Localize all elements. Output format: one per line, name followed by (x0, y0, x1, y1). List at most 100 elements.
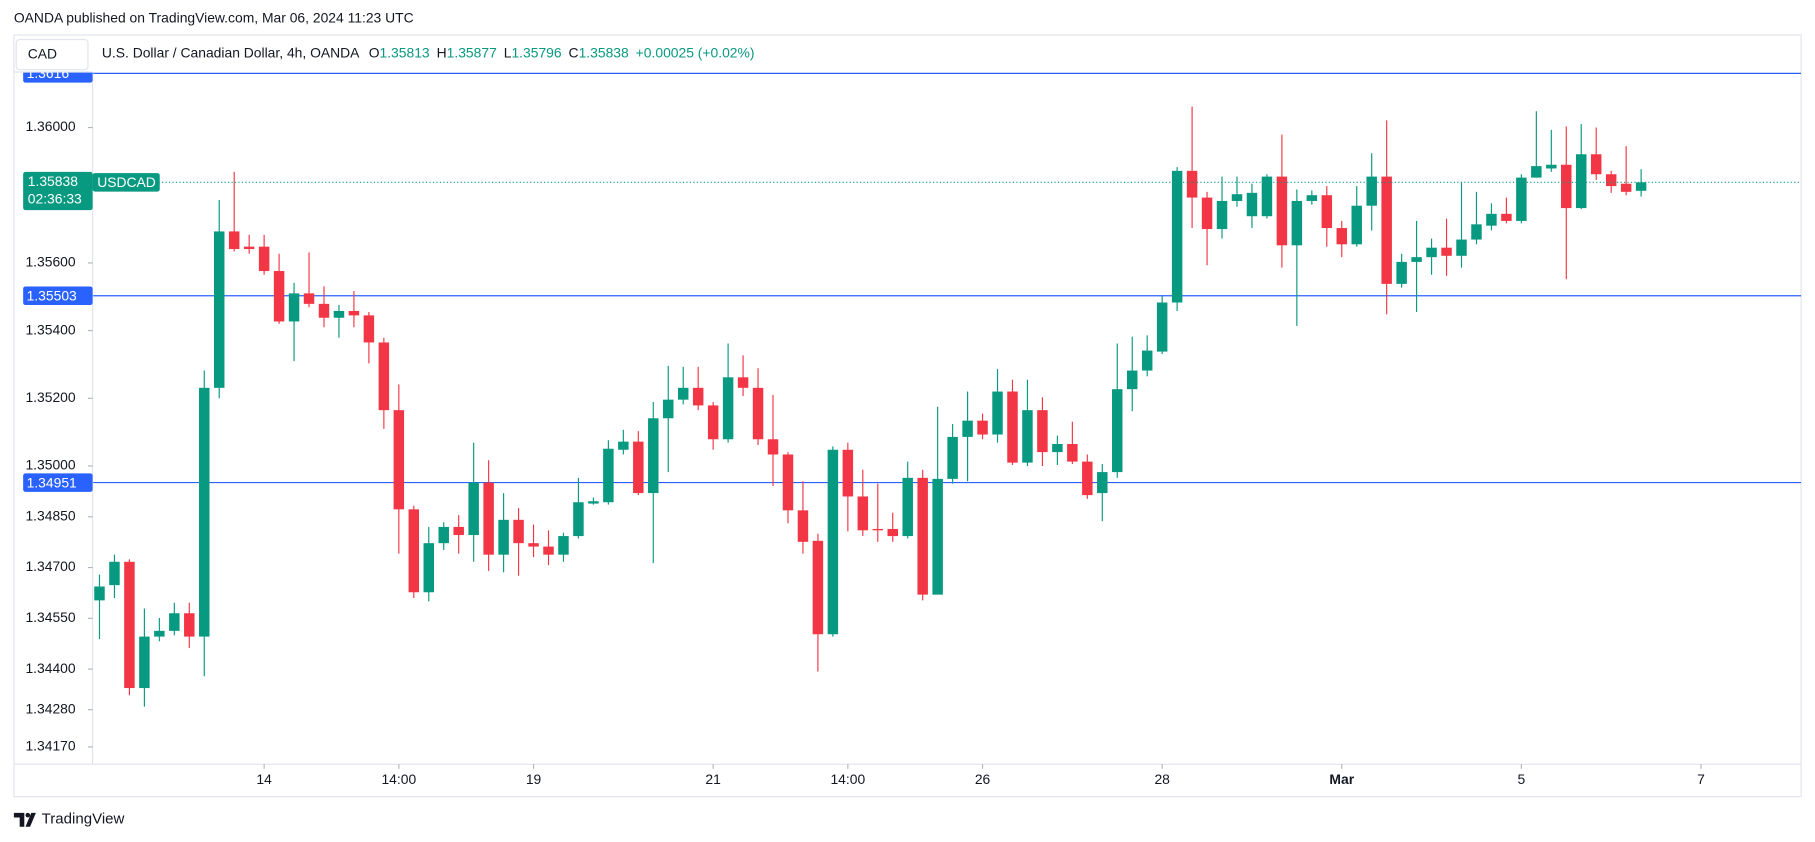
candle-body (1501, 213, 1512, 221)
instrument: U.S. Dollar / Canadian Dollar, 4h, OANDA (102, 44, 360, 60)
candle-body (1561, 164, 1572, 209)
y-tick-label: 1.36000 (25, 118, 75, 134)
candle-body (184, 613, 195, 637)
candle-body (603, 448, 614, 503)
candle-body (288, 293, 300, 322)
ohlc-value: 1.35838 (579, 44, 629, 60)
candle-body (1590, 154, 1602, 175)
candle-body (543, 546, 554, 555)
candle-body (752, 387, 764, 440)
candle-body (932, 478, 943, 595)
price-label-box (23, 171, 93, 211)
candle-body (872, 528, 884, 531)
ohlc-key: O (369, 44, 380, 60)
candle-body (782, 454, 794, 511)
candle-body (1186, 170, 1198, 198)
brand: TradingView (42, 811, 125, 828)
y-tick-label: 1.34170 (25, 738, 75, 754)
candle-body (842, 449, 854, 497)
candle-body (1516, 177, 1527, 221)
x-tick-label: Mar (1329, 771, 1354, 787)
candle-body (1112, 389, 1123, 473)
candle-body (902, 477, 913, 537)
candle-body (618, 441, 629, 450)
published-note: OANDA published on TradingView.com, Mar … (14, 9, 414, 25)
frame (13, 34, 1802, 798)
candle-body (1605, 174, 1617, 187)
candle-body (1037, 410, 1048, 453)
candle-body (513, 519, 524, 544)
candle-body (1531, 166, 1542, 178)
line-label: 1.34951 (27, 474, 77, 490)
candle-body (528, 543, 539, 547)
candle-body (722, 377, 734, 440)
candle-body (363, 315, 375, 343)
candle-body (348, 310, 360, 316)
candle-body (378, 342, 390, 411)
x-tick-label: 5 (1518, 771, 1526, 787)
ohlc-value: 1.35796 (511, 44, 561, 60)
x-tick-label: 14:00 (830, 771, 865, 787)
candle-body (1620, 183, 1632, 192)
price-label: 1.35838 (28, 173, 78, 189)
candle-body (1052, 444, 1063, 453)
x-tick-label: 14 (256, 771, 272, 787)
candle-body (588, 501, 599, 504)
instrument-header: U.S. Dollar / Canadian Dollar, 4h, OANDA… (102, 44, 755, 60)
candle-body (243, 246, 255, 250)
y-tick-label: 1.35400 (25, 321, 75, 337)
candle-body (1366, 176, 1377, 206)
brand-logo (13, 812, 36, 827)
candle-body (1306, 195, 1318, 201)
candle-body (139, 636, 150, 689)
x-tick-label: 28 (1154, 771, 1170, 787)
candle-body (1201, 197, 1213, 230)
line-label-box (23, 286, 93, 306)
candle-body (468, 482, 479, 536)
candle-body (1471, 224, 1482, 240)
candle-body (1336, 228, 1348, 245)
symbol-box-text[interactable]: CAD (28, 45, 57, 61)
candle-body (498, 519, 509, 555)
x-tick-label: 26 (975, 771, 991, 787)
candle-body (1171, 170, 1183, 303)
candle-body (1231, 194, 1243, 201)
candle-body (1426, 247, 1437, 258)
candle-body (1351, 205, 1362, 245)
candle-body (1216, 200, 1228, 230)
candle-body (1022, 410, 1033, 463)
ohlc-value: 1.35877 (447, 44, 497, 60)
change: +0.00025 (+0.02%) (636, 44, 755, 60)
candle-body (1261, 176, 1273, 217)
candle-body (408, 509, 420, 593)
candle-body (453, 526, 464, 536)
candle-body (677, 387, 689, 400)
candle-body (917, 477, 928, 595)
line-label: 1.35503 (27, 288, 77, 304)
candle-body (947, 436, 958, 479)
candle-body (1396, 261, 1407, 284)
candle-body (1291, 200, 1303, 246)
axes: 1.36000 1.35600 1.35400 1.35200 1.35000 1.348… (13, 64, 1802, 787)
candle-body (707, 405, 719, 440)
candle-body (573, 502, 584, 537)
symbol-box[interactable] (15, 39, 89, 71)
y-tick-label: 1.34700 (25, 558, 75, 574)
candle-body (273, 271, 285, 322)
candle-body (1126, 370, 1138, 390)
candle-body (1486, 213, 1497, 226)
x-tick-label: 7 (1697, 771, 1705, 787)
candle-body (1007, 391, 1018, 463)
candle-body (1246, 192, 1258, 217)
candle-body (827, 449, 839, 635)
y-tick-label: 1.34550 (25, 609, 75, 625)
countdown: 02:36:33 (28, 190, 82, 206)
candle-body (977, 420, 988, 435)
candle-body (258, 246, 270, 272)
candle-body (797, 510, 809, 542)
candle-body (1456, 239, 1467, 256)
y-tick-label: 1.35600 (25, 254, 75, 270)
candle-body (1576, 154, 1587, 209)
ohlc-key: C (569, 44, 579, 60)
